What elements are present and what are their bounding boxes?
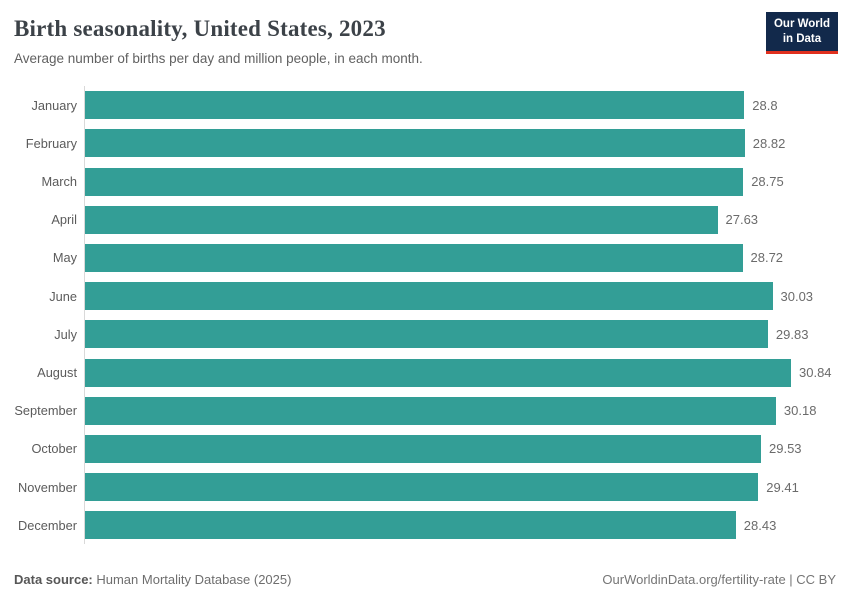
value-label: 29.53: [769, 441, 802, 457]
bar-row: May 28.72: [0, 238, 850, 278]
bar-area: 28.75: [84, 162, 850, 201]
month-label: May: [52, 250, 77, 266]
value-label: 29.83: [775, 326, 809, 342]
month-label: July: [54, 326, 77, 342]
bar-row: August 30.84: [0, 353, 850, 392]
month-label: April: [51, 212, 77, 228]
bar[interactable]: [85, 167, 744, 196]
value-label: 28.8: [752, 97, 778, 113]
bar-row: April 27.63: [0, 200, 850, 239]
chart-subtitle: Average number of births per day and mil…: [14, 50, 423, 66]
bar[interactable]: [85, 320, 768, 349]
value-label: 29.41: [766, 479, 799, 495]
value-label: 27.63: [725, 212, 759, 228]
value-label: 28.82: [752, 135, 786, 151]
bar-row: December 28.43: [0, 506, 850, 545]
month-label: June: [49, 288, 77, 304]
bar[interactable]: [85, 282, 773, 311]
bar[interactable]: [85, 434, 761, 463]
bar-rows: January 28.8 February 28.82 March 28.75 April 2…: [0, 86, 850, 545]
bar-area: 27.63: [84, 200, 850, 239]
value-label: 30.18: [783, 403, 817, 419]
value-label: 30.03: [780, 288, 814, 304]
credit-link[interactable]: OurWorldinData.org/fertility-rate | CC B…: [602, 572, 836, 587]
bar-area: 29.41: [84, 468, 850, 507]
bar-area: 28.72: [84, 238, 850, 278]
bar[interactable]: [85, 205, 718, 234]
value-label: 28.75: [751, 174, 784, 190]
month-label: October: [31, 441, 77, 457]
bar-row: February 28.82: [0, 124, 850, 163]
bar-row: October 29.53: [0, 429, 850, 469]
chart-footer: Data source: Human Mortality Database (2…: [14, 572, 836, 587]
owid-logo[interactable]: Our World in Data: [765, 12, 838, 54]
bar-area: 29.83: [84, 315, 850, 354]
bar-row: September 30.18: [0, 391, 850, 430]
chart-title: Birth seasonality, United States, 2023: [14, 16, 386, 41]
month-label: January: [31, 97, 77, 113]
bar-row: November 29.41: [0, 468, 850, 507]
bar-row: July 29.83: [0, 315, 850, 354]
bar-row: March 28.75: [0, 162, 850, 201]
bar[interactable]: [85, 358, 791, 387]
bar[interactable]: [85, 243, 743, 272]
bar-area: 28.43: [84, 506, 850, 545]
bar[interactable]: [85, 473, 759, 502]
bar[interactable]: [85, 129, 745, 158]
bar-area: 30.18: [84, 391, 850, 430]
owid-logo-line1: Our World: [773, 18, 830, 30]
bar[interactable]: [85, 511, 736, 540]
bar-row: January 28.8: [0, 86, 850, 125]
value-label: 30.84: [799, 365, 832, 381]
bar-area: 28.8: [84, 86, 850, 125]
month-label: February: [25, 135, 77, 151]
data-source: Data source: Human Mortality Database (2…: [14, 572, 291, 587]
bar[interactable]: [85, 91, 745, 120]
month-label: August: [37, 365, 77, 381]
data-source-label: Data source:: [14, 572, 93, 587]
bar[interactable]: [85, 396, 776, 425]
bar-area: 28.82: [84, 124, 850, 163]
month-label: September: [14, 403, 77, 419]
month-label: March: [41, 174, 77, 190]
bar-area: 30.03: [84, 277, 850, 316]
value-label: 28.72: [750, 250, 784, 266]
month-label: November: [17, 479, 77, 495]
data-source-value: Human Mortality Database (2025): [92, 572, 292, 587]
bar-row: June 30.03: [0, 277, 850, 316]
bar-area: 29.53: [84, 429, 850, 469]
owid-logo-line2: in Data: [782, 32, 822, 45]
bar-area: 30.84: [84, 353, 850, 392]
bar-chart: January 28.8 February 28.82 March 28.75 April 2…: [0, 86, 850, 545]
month-label: December: [17, 517, 77, 533]
value-label: 28.43: [743, 517, 777, 533]
